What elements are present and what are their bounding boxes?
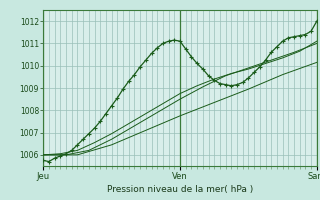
X-axis label: Pression niveau de la mer( hPa ): Pression niveau de la mer( hPa ): [107, 185, 253, 194]
